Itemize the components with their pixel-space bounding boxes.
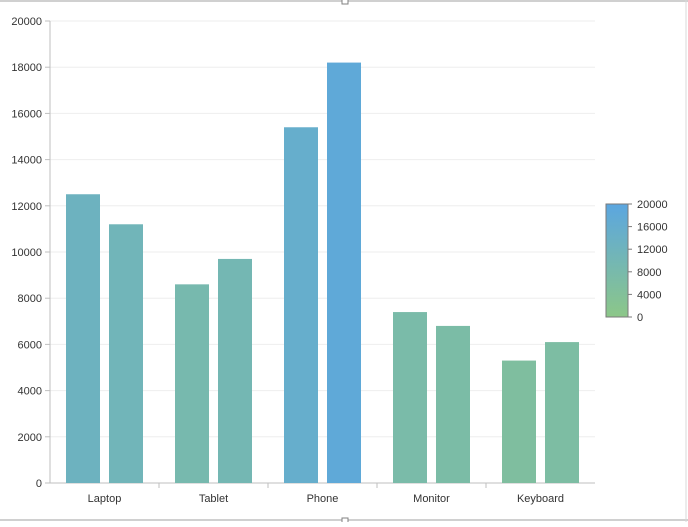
bar-tablet-1 xyxy=(175,284,209,483)
y-tick-label: 2000 xyxy=(18,432,42,444)
x-tick-label: Laptop xyxy=(88,493,122,505)
color-scale-label: 16000 xyxy=(637,222,668,234)
color-scale-bar xyxy=(605,203,629,318)
frame-handle-top[interactable] xyxy=(341,0,349,5)
y-tick-label: 8000 xyxy=(18,293,42,305)
bar-keyboard-2 xyxy=(545,342,579,483)
y-tick-label: 18000 xyxy=(11,62,42,74)
color-scale-label: 0 xyxy=(637,312,643,324)
color-scale-legend: 0 4000 8000 12000 16000 20000 xyxy=(605,199,668,324)
bars xyxy=(66,62,579,484)
bar-monitor-1 xyxy=(393,312,427,483)
bar-laptop-1 xyxy=(66,194,100,483)
y-tick-label: 0 xyxy=(36,478,42,490)
y-tick-label: 4000 xyxy=(18,386,42,398)
x-tick-label: Monitor xyxy=(413,493,450,505)
color-scale-label: 20000 xyxy=(637,199,668,211)
bar-keyboard-1 xyxy=(502,360,536,483)
y-tick-label: 14000 xyxy=(11,155,42,167)
color-scale-label: 12000 xyxy=(637,244,668,256)
y-tick-label: 12000 xyxy=(11,201,42,213)
color-scale-label: 4000 xyxy=(637,289,661,301)
y-tick-label: 20000 xyxy=(11,16,42,28)
bar-monitor-2 xyxy=(436,325,470,483)
tick-labels: 0 2000 4000 6000 8000 10000 12000 14000 16000 180… xyxy=(11,16,564,505)
x-tick-label: Keyboard xyxy=(517,493,564,505)
bar-tablet-2 xyxy=(218,258,252,483)
x-tick-label: Phone xyxy=(307,493,339,505)
bar-laptop-2 xyxy=(109,224,143,483)
x-tick-label: Tablet xyxy=(199,493,228,505)
color-scale-label: 8000 xyxy=(637,267,661,279)
bar-phone-1 xyxy=(284,127,318,483)
y-tick-label: 6000 xyxy=(18,339,42,351)
bar-phone-2 xyxy=(327,62,361,484)
y-tick-label: 10000 xyxy=(11,247,42,259)
y-tick-label: 16000 xyxy=(11,108,42,120)
frame-handle-bottom[interactable] xyxy=(341,517,349,525)
